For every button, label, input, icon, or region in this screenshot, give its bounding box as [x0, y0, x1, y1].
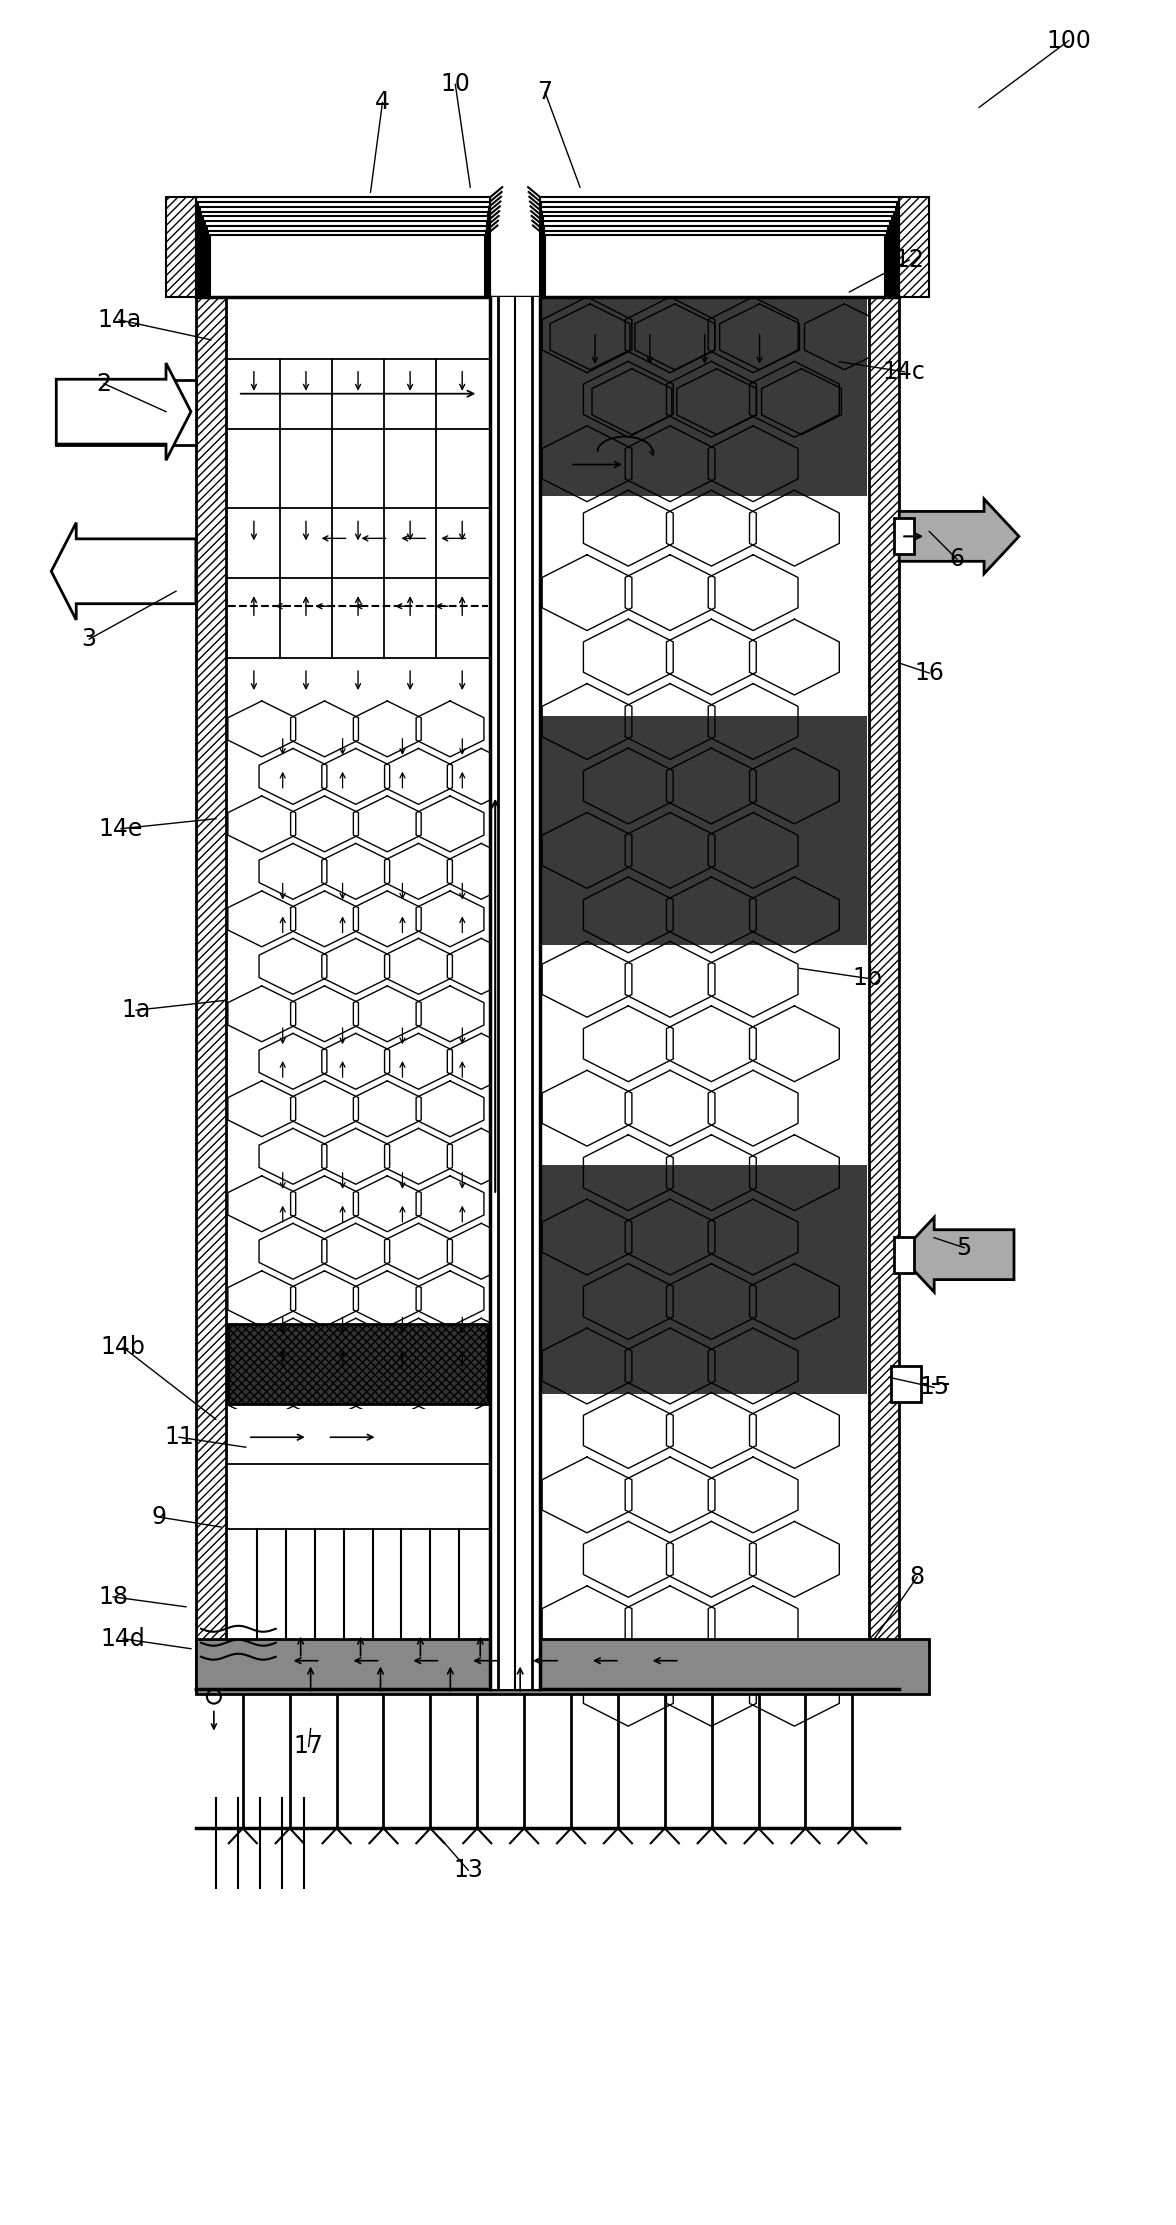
Text: 4: 4 — [375, 91, 390, 113]
Text: 14b: 14b — [101, 1335, 146, 1359]
Text: 14a: 14a — [96, 307, 141, 332]
Text: 18: 18 — [98, 1584, 128, 1609]
Text: 12: 12 — [894, 247, 924, 271]
Bar — [542, 1166, 868, 1395]
Bar — [228, 1408, 488, 1687]
Bar — [228, 1324, 488, 1404]
Bar — [900, 198, 929, 296]
Bar — [56, 380, 196, 445]
Text: 3: 3 — [81, 627, 96, 652]
Bar — [166, 198, 196, 296]
Text: 13: 13 — [453, 1858, 483, 1882]
Bar — [542, 296, 868, 1689]
Text: 1b: 1b — [853, 966, 882, 990]
Bar — [894, 518, 914, 554]
Text: 14c: 14c — [883, 360, 926, 383]
FancyArrow shape — [52, 523, 196, 621]
Text: 2: 2 — [96, 372, 112, 396]
Text: 11: 11 — [165, 1426, 194, 1448]
Bar — [196, 1640, 929, 1693]
FancyArrow shape — [900, 498, 1018, 574]
Bar — [228, 298, 488, 701]
Text: 1a: 1a — [121, 999, 151, 1021]
Text: 5: 5 — [956, 1235, 971, 1259]
Text: 9: 9 — [152, 1504, 167, 1529]
Text: 17: 17 — [294, 1736, 323, 1758]
Text: 100: 100 — [1047, 29, 1091, 53]
Bar — [492, 296, 539, 1689]
FancyArrow shape — [900, 1217, 1014, 1293]
Bar — [542, 716, 868, 946]
Bar — [869, 296, 900, 1689]
Bar — [894, 1237, 914, 1273]
Bar — [228, 701, 488, 1408]
Bar — [196, 296, 226, 1689]
Text: 7: 7 — [537, 80, 553, 105]
Text: 10: 10 — [440, 73, 470, 96]
FancyArrow shape — [56, 363, 191, 461]
Bar — [542, 296, 868, 496]
Text: 8: 8 — [910, 1564, 924, 1589]
Text: 16: 16 — [914, 661, 944, 685]
Text: 15: 15 — [920, 1375, 949, 1400]
Text: 14d: 14d — [101, 1626, 146, 1651]
Bar — [542, 298, 868, 463]
Bar — [891, 1366, 921, 1402]
Text: 6: 6 — [950, 547, 964, 572]
Text: 14e: 14e — [99, 817, 143, 841]
